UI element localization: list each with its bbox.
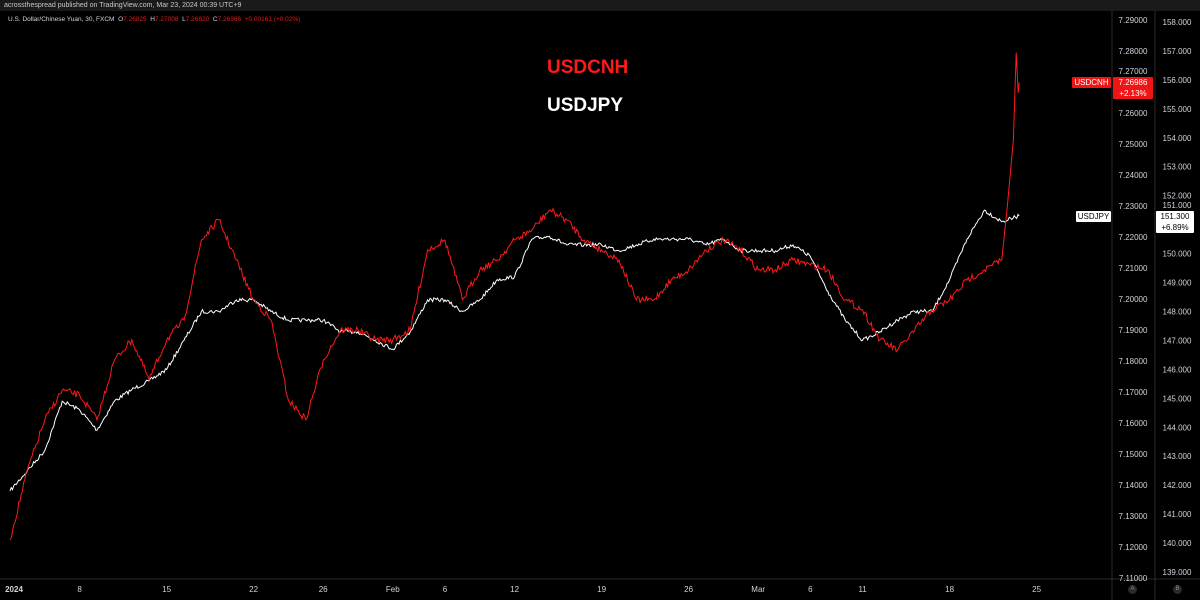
time-axis-tick-label: 18	[945, 585, 954, 594]
right-axis-tick-label: 150.000	[1163, 250, 1192, 259]
time-axis-tick-label: 11	[858, 585, 867, 594]
left-axis-tick-label: 7.24000	[1119, 171, 1148, 180]
right-axis-tick-label: 157.000	[1163, 47, 1192, 56]
right-axis-tick-label: 144.000	[1163, 423, 1192, 432]
high-value: 7.27008	[154, 16, 179, 23]
attribution-bar: acrossthespread published on TradingView…	[0, 0, 1200, 11]
usdjpy-price-tag: 151.300 +6.89%	[1156, 211, 1194, 233]
time-axis-tick-label: 26	[319, 585, 328, 594]
low-value: 7.26820	[185, 16, 210, 23]
right-axis-tick-label: 142.000	[1163, 481, 1192, 490]
time-axis-tick-label: 2024	[5, 585, 23, 594]
close-value: 7.26986	[217, 16, 242, 23]
right-axis-tick-label: 143.000	[1163, 452, 1192, 461]
left-axis-tick-label: 7.29000	[1119, 16, 1148, 25]
right-axis-tick-label: 140.000	[1163, 539, 1192, 548]
usdcnh-annotation: USDCNH	[547, 57, 629, 78]
usdjpy-series-line	[9, 209, 1020, 492]
right-axis-tick-label: 145.000	[1163, 394, 1192, 403]
right-axis-tick-label: 155.000	[1163, 105, 1192, 114]
time-axis-tick-label: 6	[808, 585, 813, 594]
symbol-name: U.S. Dollar/Chinese Yuan, 30, FXCM	[8, 16, 115, 23]
right-axis-tick-label: 149.000	[1163, 279, 1192, 288]
open-value: 7.26825	[123, 16, 147, 23]
usdcnh-change: +2.13%	[1119, 89, 1147, 98]
symbol-legend: U.S. Dollar/Chinese Yuan, 30, FXCM O7.26…	[8, 16, 300, 23]
usdcnh-name-tag: USDCNH	[1072, 77, 1111, 88]
left-axis-tick-label: 7.11000	[1119, 574, 1148, 583]
close-label: C	[212, 16, 218, 23]
left-axis-tick-label: 7.13000	[1119, 512, 1148, 521]
time-axis-tick-label: Mar	[751, 585, 765, 594]
usdcnh-series-line	[9, 52, 1020, 541]
time-axis-tick-label: Feb	[386, 585, 400, 594]
high-label: H	[150, 16, 155, 23]
left-axis-tick-label: 7.26000	[1119, 109, 1148, 118]
left-axis-tick-label: 7.16000	[1119, 419, 1148, 428]
usdjpy-name-tag: USDJPY	[1076, 211, 1111, 222]
right-axis-tick-label: 139.000	[1163, 568, 1192, 577]
time-axis-tick-label: 19	[597, 585, 606, 594]
left-axis-tick-label: 7.15000	[1119, 450, 1148, 459]
time-axis-tick-label: 25	[1032, 585, 1041, 594]
left-axis-tick-label: 7.21000	[1119, 264, 1148, 273]
right-axis-tick-label: 153.000	[1163, 163, 1192, 172]
left-axis-tick-label: 7.17000	[1119, 388, 1148, 397]
left-axis-tick-label: 7.14000	[1119, 481, 1148, 490]
left-axis-tick-label: 7.23000	[1119, 202, 1148, 211]
right-axis-tick-label: 151.000	[1163, 201, 1192, 210]
right-axis-tick-label: 156.000	[1163, 76, 1192, 85]
left-axis-tick-label: 7.28000	[1119, 47, 1148, 56]
left-axis-tick-label: 7.25000	[1119, 140, 1148, 149]
left-axis-tick-label: 7.12000	[1119, 543, 1148, 552]
usdjpy-price: 151.300	[1160, 212, 1190, 221]
left-axis-tick-label: 7.18000	[1119, 357, 1148, 366]
left-axis-tick-label: 7.20000	[1119, 295, 1148, 304]
low-label: L	[182, 16, 186, 23]
left-axis-tick-label: 7.22000	[1119, 233, 1148, 242]
left-axis-tick-label: 7.19000	[1119, 326, 1148, 335]
right-axis-tick-label: 148.000	[1163, 307, 1192, 316]
usdcnh-price: 7.26986	[1118, 78, 1148, 87]
time-axis-tick-label: 8	[77, 585, 82, 594]
right-axis-tick-label: 141.000	[1163, 510, 1192, 519]
open-label: O	[118, 16, 124, 23]
time-axis-tick-label: 12	[510, 585, 519, 594]
scale-b-button[interactable]: B	[1173, 585, 1182, 594]
usdjpy-change: +6.89%	[1161, 223, 1189, 232]
right-axis-tick-label: 154.000	[1163, 134, 1192, 143]
change-value: +0.00161 (+0.02%)	[244, 16, 301, 23]
time-axis-tick-label: 22	[249, 585, 258, 594]
right-axis-tick-label: 158.000	[1163, 18, 1192, 27]
usdcnh-price-tag: 7.26986 +2.13%	[1113, 77, 1153, 99]
left-axis-tick-label: 7.27000	[1119, 67, 1148, 76]
time-axis-tick-label: 26	[684, 585, 693, 594]
time-axis-tick-label: 15	[162, 585, 171, 594]
auto-scale-button[interactable]: A	[1128, 585, 1137, 594]
right-axis-tick-label: 147.000	[1163, 336, 1192, 345]
time-axis-tick-label: 6	[443, 585, 448, 594]
right-axis-tick-label: 152.000	[1163, 192, 1192, 201]
usdjpy-annotation: USDJPY	[547, 95, 624, 116]
right-axis-tick-label: 146.000	[1163, 365, 1192, 374]
